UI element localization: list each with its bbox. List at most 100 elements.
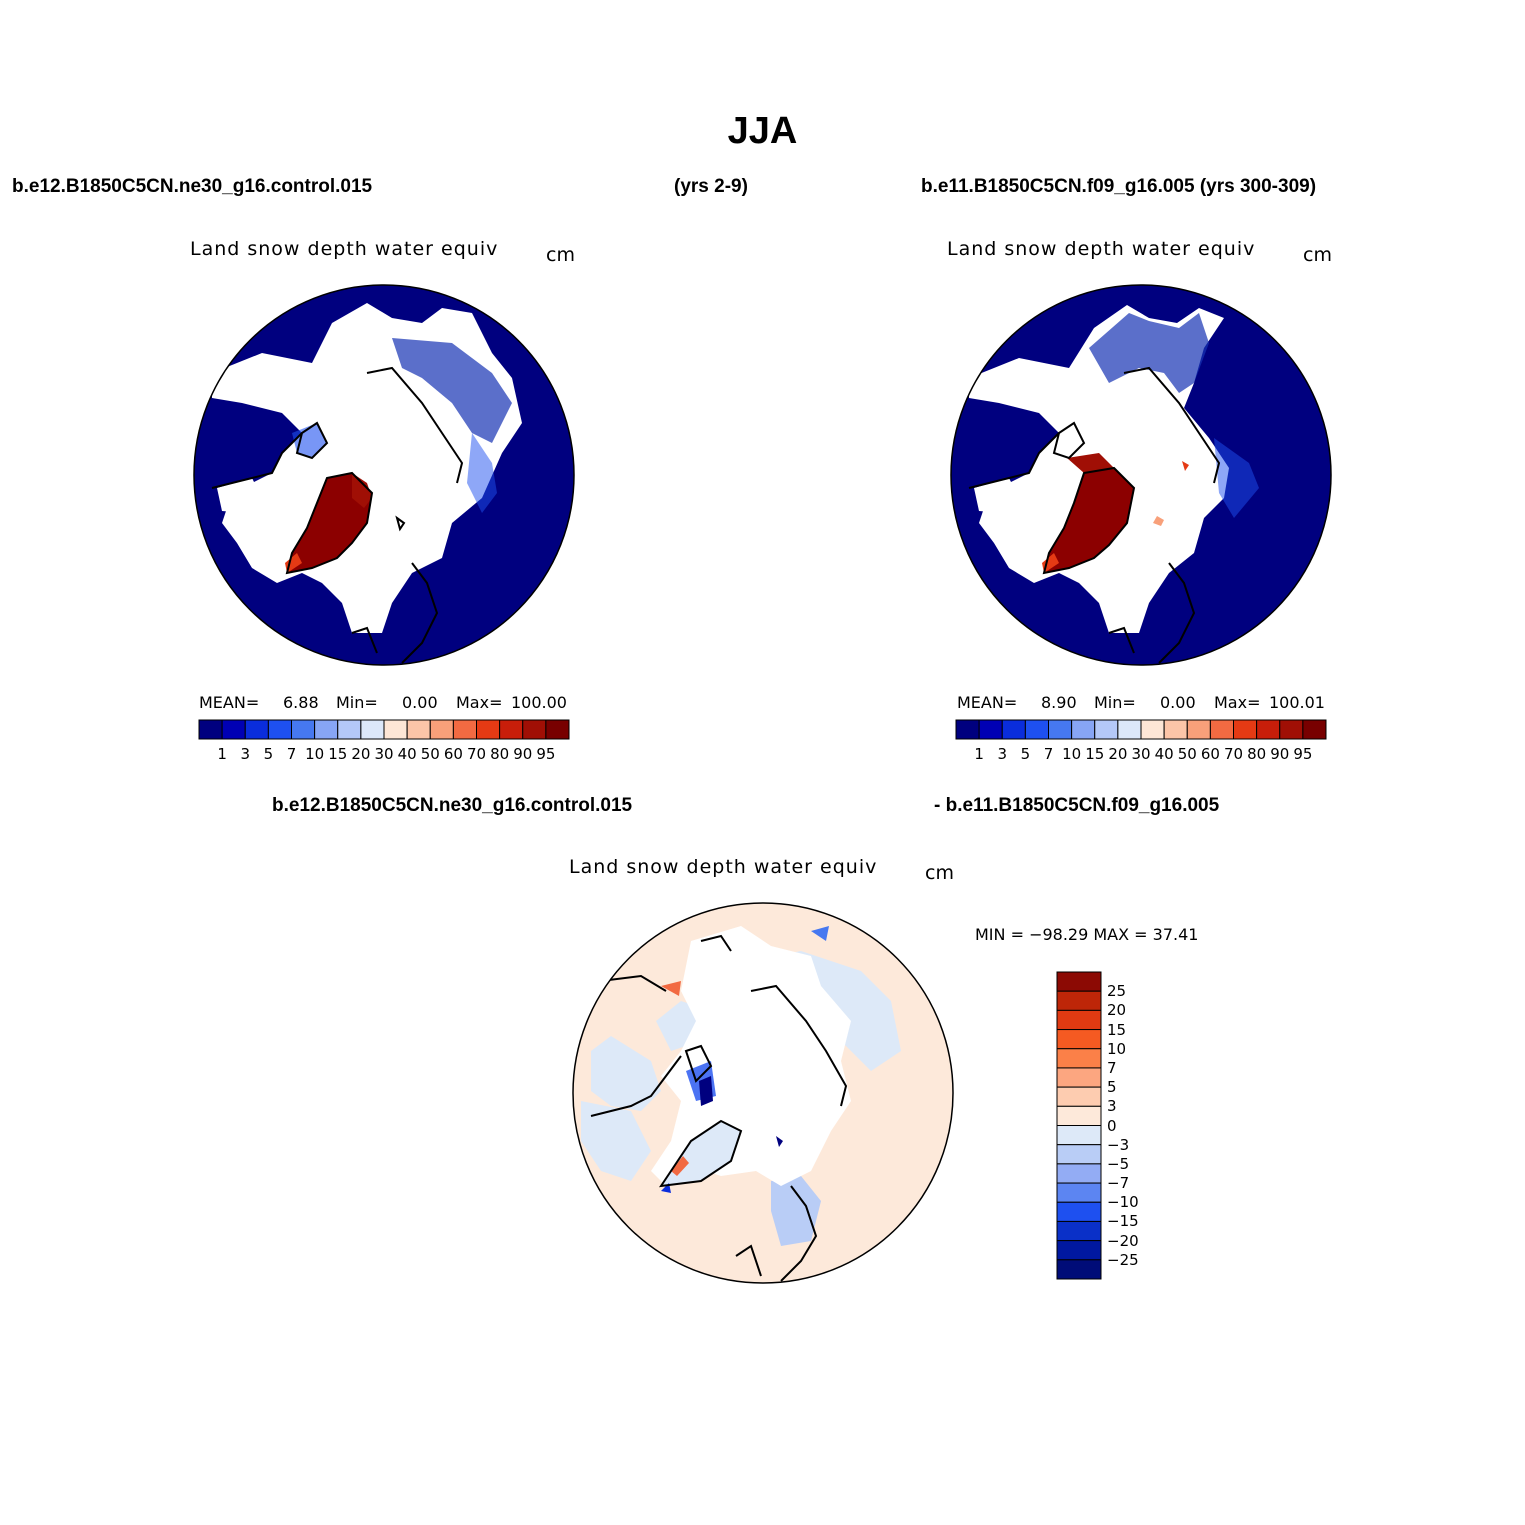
colorbar-swatch xyxy=(1302,719,1327,740)
panel2-max: 100.01 xyxy=(1269,693,1325,712)
colorbar-tick-label: 60 xyxy=(443,745,463,763)
colorbar-swatch xyxy=(1117,719,1142,740)
colorbar-swatch xyxy=(1056,1259,1102,1280)
colorbar-swatch xyxy=(1048,719,1073,740)
colorbar-tick-label: 15 xyxy=(1085,745,1105,763)
colorbar-tick-label: 5 xyxy=(1020,745,1031,763)
colorbar-swatch xyxy=(1233,719,1258,740)
colorbar-tick-label: 40 xyxy=(1154,745,1174,763)
colorbar-swatch xyxy=(314,719,339,740)
colorbar-tick-label: 15 xyxy=(328,745,348,763)
panel2-units: cm xyxy=(1303,244,1332,266)
colorbar-tick-label: −25 xyxy=(1107,1250,1139,1269)
colorbar-tick-label: 25 xyxy=(1107,982,1127,1001)
colorbar-tick-label: −7 xyxy=(1107,1174,1130,1193)
panel3-map xyxy=(572,902,954,1284)
colorbar-tick-label: 3 xyxy=(997,745,1008,763)
diff-header-right: - b.e11.B1850C5CN.f09_g16.005 xyxy=(934,795,1220,816)
colorbar-swatch xyxy=(1056,1163,1102,1184)
colorbar-tick-label: 70 xyxy=(466,745,487,763)
colorbar-swatch xyxy=(1056,1125,1102,1146)
panel2-colorbar-labels: 1 3 5 7 10 15 20 30 40 50 60 70 80 90 95 xyxy=(956,745,1326,765)
colorbar-tick-label: 90 xyxy=(1270,745,1290,763)
colorbar-swatch xyxy=(1279,719,1304,740)
colorbar-tick-label: 50 xyxy=(420,745,440,763)
colorbar-swatch xyxy=(1056,1067,1102,1088)
panel2-mean: 8.90 xyxy=(1041,693,1077,712)
colorbar-swatch xyxy=(1056,1144,1102,1165)
panel1-min: 0.00 xyxy=(402,693,438,712)
panel1-mean: 6.88 xyxy=(283,693,319,712)
panel3-colorbar xyxy=(1056,971,1102,1280)
colorbar-tick-label: 20 xyxy=(351,745,371,763)
colorbar-tick-label: −3 xyxy=(1107,1135,1130,1154)
colorbar-swatch xyxy=(1056,1105,1102,1126)
colorbar-swatch xyxy=(1056,990,1102,1011)
colorbar-tick-label: 95 xyxy=(1293,745,1313,763)
colorbar-swatch xyxy=(406,719,431,740)
colorbar-swatch xyxy=(452,719,477,740)
panel3-units: cm xyxy=(925,862,954,884)
colorbar-tick-label: 95 xyxy=(536,745,556,763)
panel3-colorbar-labels: 25 20 15 10 7 5 3 0 −3 −5 −7 −10 −15 −20 −25 xyxy=(1107,972,1167,1279)
panel1-title: Land snow depth water equiv xyxy=(190,238,499,260)
colorbar-tick-label: 70 xyxy=(1223,745,1244,763)
panel2-min: 0.00 xyxy=(1160,693,1196,712)
colorbar-tick-label: 7 xyxy=(286,745,297,763)
colorbar-swatch xyxy=(244,719,269,740)
colorbar-swatch xyxy=(1056,1201,1102,1222)
colorbar-swatch xyxy=(1163,719,1188,740)
colorbar-tick-label: 10 xyxy=(1062,745,1082,763)
panel1-max: 100.00 xyxy=(511,693,567,712)
colorbar-tick-label: 80 xyxy=(1247,745,1267,763)
colorbar-swatch xyxy=(1056,1182,1102,1203)
colorbar-tick-label: 15 xyxy=(1107,1020,1127,1039)
colorbar-swatch xyxy=(978,719,1003,740)
colorbar-swatch xyxy=(1209,719,1234,740)
panel2-max-label: Max= xyxy=(1214,693,1261,712)
panel3-title: Land snow depth water equiv xyxy=(569,856,878,878)
colorbar-tick-label: 90 xyxy=(513,745,533,763)
panel1-colorbar xyxy=(198,719,570,740)
colorbar-swatch xyxy=(1056,1220,1102,1242)
colorbar-swatch xyxy=(291,719,316,740)
colorbar-swatch xyxy=(1056,1240,1102,1261)
panel3-minmax: MIN = −98.29 MAX = 37.41 xyxy=(975,925,1199,944)
panel2-mean-label: MEAN= xyxy=(957,693,1018,712)
colorbar-swatch xyxy=(522,719,547,740)
colorbar-tick-label: 0 xyxy=(1107,1116,1117,1135)
colorbar-tick-label: 10 xyxy=(1107,1039,1127,1058)
colorbar-tick-label: 1 xyxy=(974,745,984,763)
colorbar-tick-label: 30 xyxy=(374,745,394,763)
header-left-case: b.e12.B1850C5CN.ne30_g16.control.015 xyxy=(12,176,373,197)
colorbar-swatch xyxy=(1186,719,1211,740)
colorbar-swatch xyxy=(499,719,524,740)
colorbar-swatch xyxy=(1056,1048,1102,1069)
colorbar-tick-label: −15 xyxy=(1107,1212,1139,1231)
colorbar-tick-label: 5 xyxy=(1107,1078,1117,1097)
colorbar-swatch xyxy=(1140,719,1165,740)
panel1-min-label: Min= xyxy=(336,693,378,712)
colorbar-tick-label: 60 xyxy=(1200,745,1220,763)
panel1-map xyxy=(193,284,575,666)
colorbar-swatch xyxy=(476,719,501,740)
colorbar-swatch xyxy=(267,719,292,740)
colorbar-tick-label: 20 xyxy=(1108,745,1128,763)
colorbar-swatch xyxy=(429,719,454,740)
main-title: JJA xyxy=(727,110,798,152)
panel2-title: Land snow depth water equiv xyxy=(947,238,1256,260)
colorbar-tick-label: 10 xyxy=(305,745,325,763)
panel2-colorbar xyxy=(955,719,1327,740)
colorbar-tick-label: 50 xyxy=(1177,745,1197,763)
colorbar-tick-label: 30 xyxy=(1131,745,1151,763)
colorbar-tick-label: −5 xyxy=(1107,1154,1130,1173)
colorbar-swatch xyxy=(360,719,385,740)
colorbar-tick-label: −20 xyxy=(1107,1231,1139,1250)
colorbar-tick-label: 20 xyxy=(1107,1001,1127,1020)
colorbar-swatch xyxy=(221,719,246,740)
colorbar-swatch xyxy=(198,719,223,740)
colorbar-swatch xyxy=(1056,1029,1102,1050)
header-right-case: b.e11.B1850C5CN.f09_g16.005 (yrs 300-309… xyxy=(921,176,1317,197)
colorbar-tick-label: 5 xyxy=(263,745,274,763)
colorbar-tick-label: 80 xyxy=(490,745,510,763)
